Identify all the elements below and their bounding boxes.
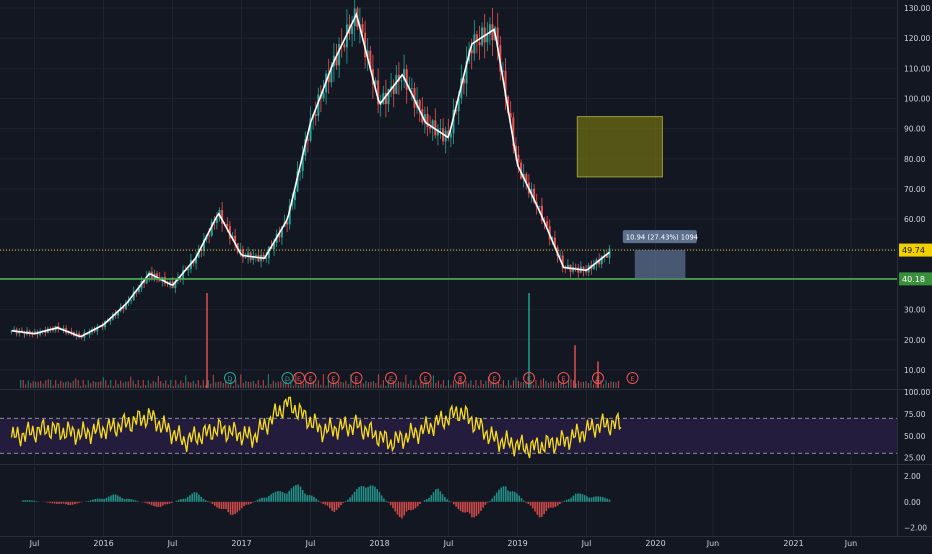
candle-body [411, 88, 413, 89]
price-tick-label: 120.00 [904, 34, 930, 43]
candle-body [492, 24, 494, 40]
price-tick-label: 80.00 [904, 155, 926, 164]
rsi-tick-label: 75.00 [904, 410, 926, 419]
event-marker-label: E [492, 375, 496, 383]
price-tick-label: 100.00 [904, 95, 930, 104]
candle-body [255, 255, 257, 256]
x-tick-label: Jul [29, 539, 40, 548]
event-marker-label: D [285, 375, 290, 383]
event-marker-label: E [561, 375, 565, 383]
x-tick-label: Jul [305, 539, 316, 548]
candle-body [343, 44, 345, 47]
x-tick-label: Jul [443, 539, 454, 548]
event-marker-label: E [596, 375, 600, 383]
measure-label: 10.94 (27.43%) 1094 [626, 234, 698, 242]
candle-body [323, 92, 325, 98]
candle-body [486, 35, 488, 43]
candle-body [401, 80, 403, 81]
candle-body [450, 134, 452, 138]
price-tick-label: 60.00 [904, 215, 926, 224]
rsi-tick-label: 50.00 [904, 432, 926, 441]
candle-body [187, 269, 189, 270]
candle-body [575, 267, 577, 268]
event-marker-label: D [227, 375, 232, 383]
x-tick-label: 2017 [231, 539, 251, 548]
x-tick-label: 2019 [507, 539, 527, 548]
candle-body [315, 114, 317, 116]
candle-body [338, 44, 340, 65]
candle-body [286, 222, 288, 224]
event-marker-label: E [389, 375, 393, 383]
x-tick-label: Jun [844, 539, 858, 548]
candle-body [538, 206, 540, 207]
price-tick-label: 20.00 [904, 336, 926, 345]
osc-tick-label: 0.00 [904, 498, 921, 507]
price-tick-label: 70.00 [904, 185, 926, 194]
support-price-label: 40.18 [902, 275, 925, 284]
candle-body [226, 224, 228, 226]
candle-body [351, 26, 353, 34]
rsi-tick-label: 25.00 [904, 454, 926, 463]
candle-body [245, 257, 247, 258]
measure-box [635, 250, 686, 279]
target-box [577, 117, 662, 177]
price-tick-label: 90.00 [904, 125, 926, 134]
candle-body [362, 24, 364, 33]
candle-body [479, 42, 481, 45]
osc-tick-label: −2.00 [904, 523, 927, 532]
event-marker-label: E [308, 375, 312, 383]
candle-body [471, 50, 473, 54]
x-tick-label: 2021 [783, 539, 803, 548]
event-marker-label: E [354, 375, 358, 383]
candle-body [473, 34, 475, 53]
current-price-label: 49.74 [902, 246, 925, 255]
x-tick-label: 2020 [645, 539, 665, 548]
price-tick-label: 110.00 [904, 64, 930, 73]
event-marker-label: E [527, 375, 531, 383]
candle-body [265, 258, 267, 259]
x-tick-label: 2016 [93, 539, 113, 548]
x-tick-label: Jun [706, 539, 720, 548]
candle-body [208, 235, 210, 236]
candle-body [406, 69, 408, 90]
candle-body [429, 127, 431, 129]
event-marker-label: E [630, 375, 634, 383]
x-tick-label: Jul [581, 539, 592, 548]
osc-tick-label: 2.00 [904, 472, 921, 481]
event-marker-label: E [331, 375, 335, 383]
rsi-tick-label: 100.00 [904, 388, 930, 397]
price-tick-label: 30.00 [904, 306, 926, 315]
price-tick-label: 130.00 [904, 4, 930, 13]
event-marker-label: E [423, 375, 427, 383]
candle-body [130, 300, 132, 301]
price-tick-label: 10.00 [904, 366, 926, 375]
x-tick-label: Jul [167, 539, 178, 548]
x-tick-label: 2018 [369, 539, 389, 548]
event-marker-label: E [458, 375, 462, 383]
candle-body [440, 128, 442, 129]
event-marker-label: E [297, 375, 301, 383]
